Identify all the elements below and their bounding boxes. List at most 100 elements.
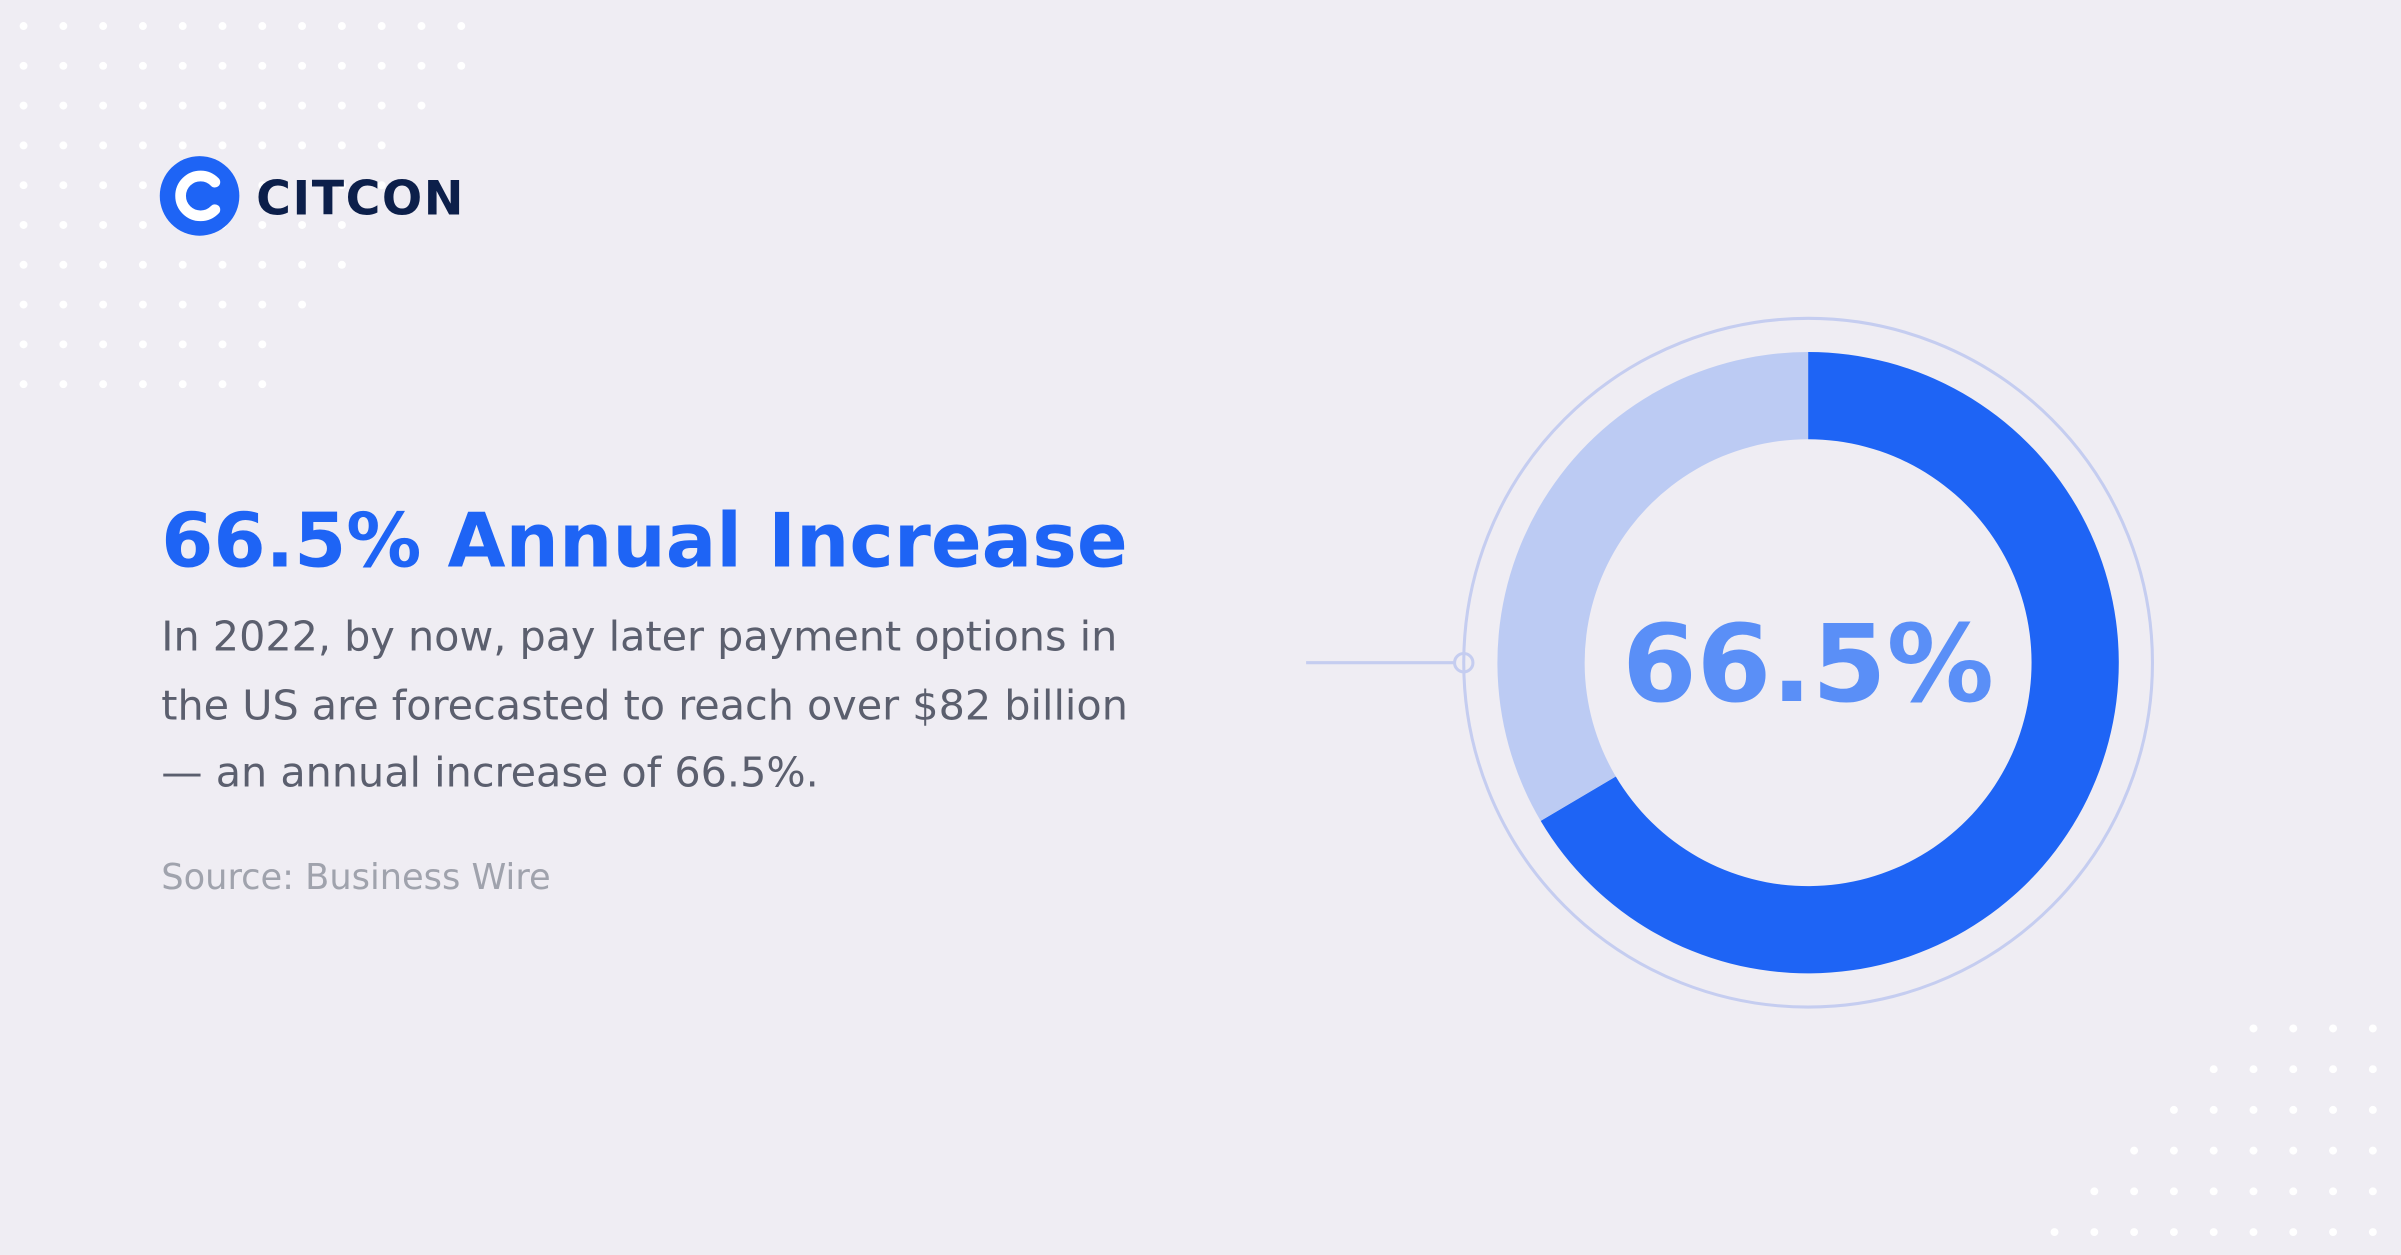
dot <box>218 300 227 309</box>
dot <box>2130 1146 2139 1155</box>
dot <box>59 260 68 269</box>
dot <box>138 22 147 30</box>
dot <box>99 181 108 190</box>
logo: CITCON <box>159 156 464 236</box>
dot <box>377 141 386 150</box>
dot <box>2329 1024 2338 1033</box>
dot <box>2249 1105 2258 1114</box>
dot <box>19 141 28 150</box>
center-label: 66.5% <box>1622 603 1994 727</box>
dot <box>19 101 28 110</box>
dot <box>2209 1228 2218 1237</box>
dot <box>178 380 187 389</box>
dot <box>377 22 386 30</box>
dot <box>2090 1228 2099 1237</box>
dot <box>298 101 307 110</box>
dot <box>178 260 187 269</box>
dot <box>2130 1187 2139 1196</box>
dot <box>2289 1024 2298 1033</box>
dot <box>258 181 267 190</box>
dot <box>2289 1187 2298 1196</box>
dot <box>298 181 307 190</box>
dot <box>99 221 108 229</box>
dot <box>19 380 28 389</box>
donut-segment <box>1497 352 1809 821</box>
dot <box>417 22 426 30</box>
dot <box>377 61 386 70</box>
dot <box>2368 1146 2377 1155</box>
dot <box>2329 1146 2338 1155</box>
dot <box>99 22 108 30</box>
dot <box>2329 1065 2338 1074</box>
logo-mark <box>159 156 240 236</box>
dot <box>19 181 28 190</box>
dot <box>2249 1146 2258 1155</box>
dot <box>2289 1228 2298 1237</box>
source: Source: Business Wire <box>161 857 550 898</box>
dot <box>178 61 187 70</box>
dot <box>298 22 307 30</box>
dot <box>99 141 108 150</box>
dot <box>2169 1146 2178 1155</box>
dot <box>337 221 346 229</box>
dot <box>138 340 147 349</box>
dot <box>2329 1105 2338 1114</box>
body-line: In 2022, by now, pay later payment optio… <box>161 612 1117 660</box>
dot <box>457 61 466 70</box>
dot <box>2209 1065 2218 1074</box>
dot <box>298 141 307 150</box>
dot <box>337 260 346 269</box>
dot <box>59 101 68 110</box>
dot <box>138 181 147 190</box>
dot <box>218 101 227 110</box>
dot <box>2368 1065 2377 1074</box>
dot <box>337 61 346 70</box>
dot <box>298 260 307 269</box>
dot <box>2368 1187 2377 1196</box>
dot <box>178 141 187 150</box>
dot <box>2289 1065 2298 1074</box>
dot <box>218 22 227 30</box>
dot <box>337 141 346 150</box>
dot <box>218 380 227 389</box>
dot <box>99 300 108 309</box>
dot <box>377 181 386 190</box>
dot <box>19 22 28 30</box>
dot <box>59 141 68 150</box>
dot <box>337 101 346 110</box>
dot <box>258 260 267 269</box>
dot <box>218 141 227 150</box>
dot <box>258 380 267 389</box>
dot <box>337 22 346 30</box>
dot <box>59 181 68 190</box>
dot <box>19 340 28 349</box>
dot <box>2249 1024 2258 1033</box>
dot <box>138 260 147 269</box>
dot <box>59 380 68 389</box>
dot <box>417 61 426 70</box>
dot <box>377 101 386 110</box>
dot <box>2289 1105 2298 1114</box>
dot <box>2249 1228 2258 1237</box>
dot <box>2209 1146 2218 1155</box>
dot <box>2368 1024 2377 1033</box>
dot <box>178 101 187 110</box>
dot <box>2249 1065 2258 1074</box>
dot <box>178 340 187 349</box>
dot <box>138 101 147 110</box>
dot <box>2090 1187 2099 1196</box>
dot <box>19 61 28 70</box>
dot <box>99 101 108 110</box>
dot <box>2368 1228 2377 1237</box>
headline: 66.5% Annual Increase <box>161 496 1127 584</box>
dot <box>417 101 426 110</box>
dot <box>2209 1105 2218 1114</box>
dot <box>218 340 227 349</box>
dot <box>59 340 68 349</box>
dot <box>258 22 267 30</box>
dot <box>258 300 267 309</box>
dot <box>138 300 147 309</box>
dot <box>19 300 28 309</box>
dot <box>59 300 68 309</box>
